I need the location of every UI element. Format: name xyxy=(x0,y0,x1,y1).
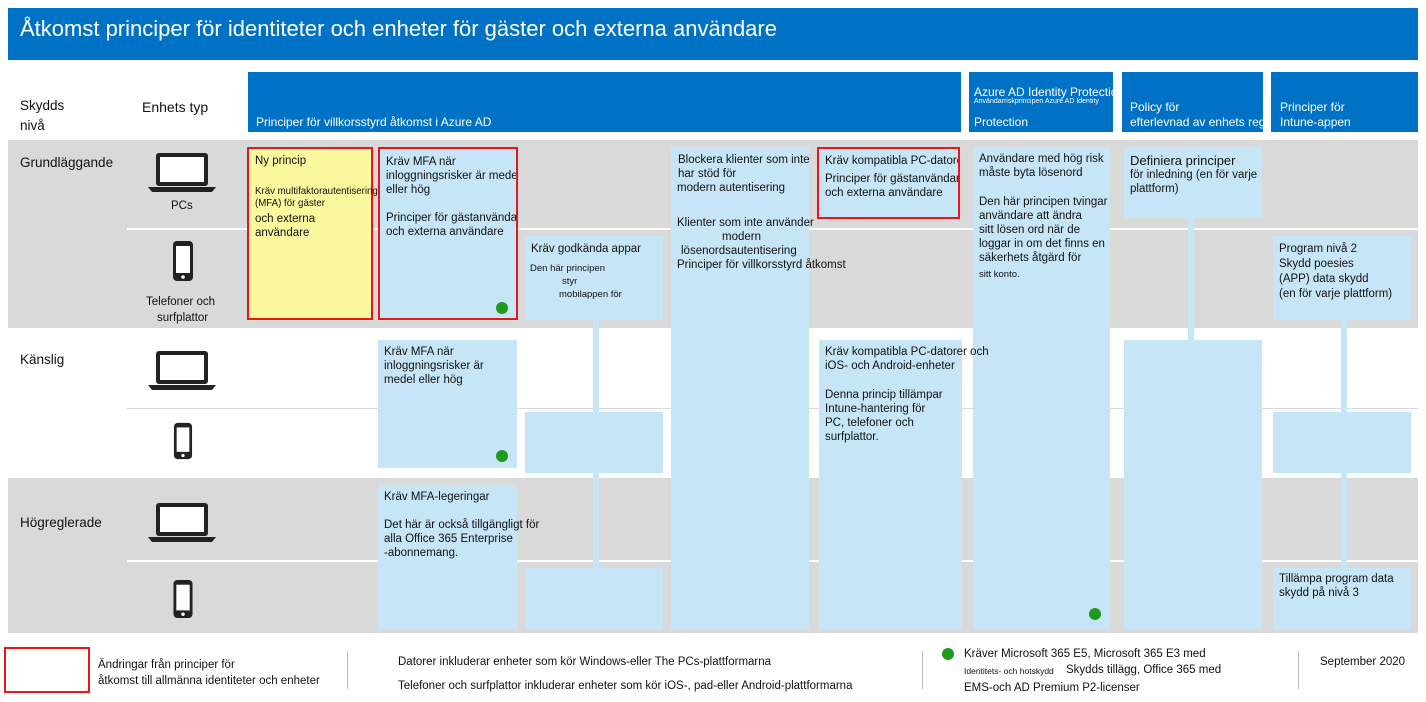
protection-level-header: Skydds xyxy=(20,98,65,113)
footer-license-line3: EMS-och AD Premium P2-licenser xyxy=(964,682,1140,694)
footer-separator xyxy=(347,651,348,689)
row-label-sensitive: Känslig xyxy=(20,352,65,367)
footer-license-line2b: Skydds tillägg, Office 365 med xyxy=(1066,664,1222,676)
phone-icon xyxy=(172,422,194,460)
device-label-pcs: PCs xyxy=(171,200,193,212)
phone-icon xyxy=(172,240,194,282)
legend-changes-line1: Ändringar från principer för xyxy=(98,659,235,671)
title-bar xyxy=(8,8,1418,60)
card-define-compliance-policies: Definiera principer för inledning (en fö… xyxy=(1124,147,1262,218)
header-device-compliance: Policy för efterlevnad av enhets regler xyxy=(1122,72,1263,132)
laptop-icon xyxy=(146,500,218,544)
header-idp-line2: Protection xyxy=(974,115,1029,129)
card-compliance-sensitive-regulated xyxy=(1124,340,1262,629)
header-idp-line1: Azure AD Identity Protection xyxy=(974,85,1113,99)
laptop-icon xyxy=(146,348,218,392)
header-ca-policies-label: Principer för villkorsstyrd åtkomst i Az… xyxy=(256,115,492,129)
device-type-header: Enhets typ xyxy=(142,99,209,115)
card-mfa-sign-in-risk: Kräv MFA när inloggningsrisker är medel … xyxy=(378,147,518,320)
footer-pcs-note: Datorer inkluderar enheter som kör Windo… xyxy=(398,656,772,668)
header-intune-app: Principer för Intune-appen xyxy=(1271,72,1418,132)
footer-date: September 2020 xyxy=(1320,656,1406,668)
footer-phones-note: Telefoner och surfplattor inkluderar enh… xyxy=(398,680,853,692)
card-app-protection-sensitive xyxy=(1273,412,1411,473)
laptop-icon xyxy=(146,150,218,194)
card-block-legacy-auth: Blockera klienter som inte har stöd för … xyxy=(671,147,846,629)
license-dot xyxy=(496,302,508,314)
legend-changes-line2: åtkomst till allmänna identiteter och en… xyxy=(98,675,320,687)
card-new-policy: Ny princip Kräv multifaktorautentisering… xyxy=(247,147,378,320)
card-approved-apps-regulated xyxy=(525,568,663,629)
footer-license-line2a: Identitets- och hotskydd xyxy=(964,666,1054,676)
header-ca-policies xyxy=(248,72,961,132)
header-compliance-line2: efterlevnad av enhets regler xyxy=(1130,115,1263,129)
phone-icon xyxy=(172,579,194,619)
card-compliant-pcs-and-mobile: Kräv kompatibla PC-datorer och iOS- och … xyxy=(819,340,989,629)
header-intune-line1: Principer för xyxy=(1280,100,1345,114)
protection-level-header-2: nivå xyxy=(20,118,45,133)
footer-separator xyxy=(1298,651,1299,689)
header-compliance-line1: Policy för xyxy=(1130,100,1180,114)
device-label-phones-2: surfplattor xyxy=(157,312,209,324)
card-require-compliant-pcs: Kräv kompatibla PC-datorer Principer för… xyxy=(817,147,960,219)
card-high-risk-users: Användare med hög risk måste byta löseno… xyxy=(973,147,1110,629)
footer-license-line1: Kräver Microsoft 365 E5, Microsoft 365 E… xyxy=(964,648,1206,660)
header-identity-protection: Azure AD Identity Protection Användarris… xyxy=(969,72,1113,132)
license-dot xyxy=(1089,608,1101,620)
row-label-highly-regulated: Högreglerade xyxy=(20,515,102,530)
footer-separator xyxy=(922,651,923,689)
card-app-protection-level-2: Program nivå 2 Skydd poesies (APP) data … xyxy=(1273,236,1411,320)
connector-line xyxy=(1188,218,1194,342)
card-app-protection-level-3: Tillämpa program data skydd på nivå 3 xyxy=(1273,568,1411,629)
card-mfa-sensitive: Kräv MFA när inloggningsrisker är medel … xyxy=(378,340,517,468)
license-dot xyxy=(942,648,954,660)
card-approved-apps: Kräv godkända appar Den här principen st… xyxy=(525,236,663,320)
header-intune-line2: Intune-appen xyxy=(1280,115,1351,129)
row-label-baseline: Grundläggande xyxy=(20,155,114,170)
legend-red-box xyxy=(4,647,90,693)
header-idp-small: Användarriskprincipen Azure AD Identity xyxy=(974,98,1099,105)
license-dot xyxy=(496,450,508,462)
device-label-phones-1: Telefoner och xyxy=(146,296,216,308)
card-approved-apps-sensitive xyxy=(525,412,663,473)
card-mfa-always: Kräv MFA-legeringar Det här är också til… xyxy=(378,485,539,629)
page-title: Åtkomst principer för identiteter och en… xyxy=(20,16,777,41)
